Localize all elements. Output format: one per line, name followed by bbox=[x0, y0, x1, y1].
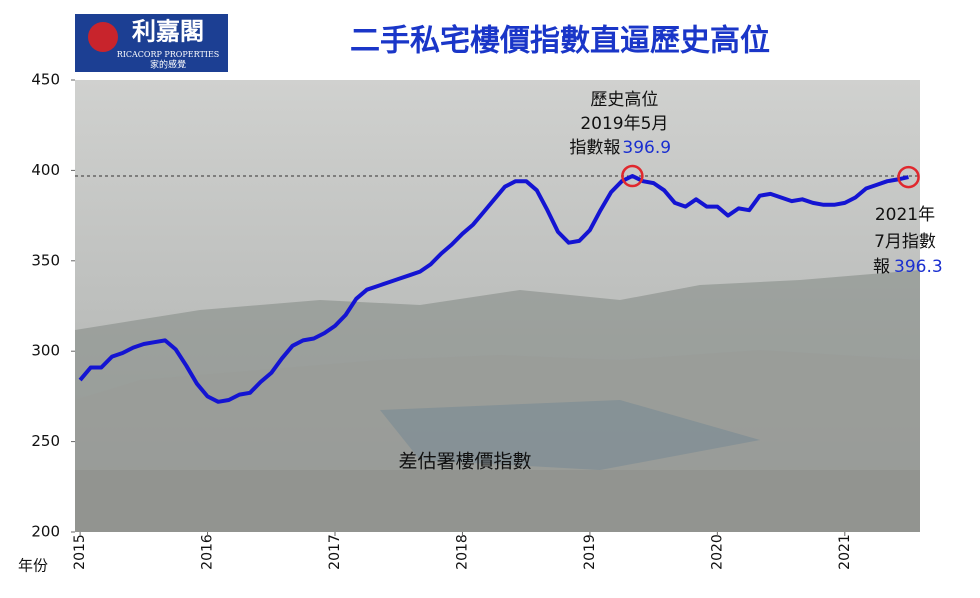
y-tick-label: 350 bbox=[31, 251, 60, 269]
annotation: 2021年 bbox=[875, 205, 935, 225]
annotation: 7月指數 bbox=[874, 232, 936, 252]
highlight-circle bbox=[621, 164, 644, 188]
y-tick-label: 200 bbox=[31, 523, 60, 541]
highlight-circle bbox=[897, 165, 920, 189]
annotation: 歷史高位 bbox=[590, 90, 658, 110]
annotation: 報 bbox=[873, 257, 890, 277]
annotation: 指數報 bbox=[569, 138, 620, 158]
y-tick-label: 300 bbox=[31, 342, 60, 360]
x-tick-label: 2020 bbox=[709, 534, 725, 570]
x-tick-label: 2021 bbox=[837, 534, 853, 570]
logo-english: RICACORP PROPERTIES bbox=[117, 50, 220, 59]
logo-icon bbox=[88, 22, 118, 52]
y-tick-label: 250 bbox=[31, 432, 60, 450]
foreground bbox=[75, 470, 920, 532]
x-tick-label: 2017 bbox=[327, 534, 343, 570]
y-tick-label: 450 bbox=[31, 71, 60, 89]
logo-slogan: 家的感覺 bbox=[150, 59, 186, 71]
series-label: 差估署樓價指數 bbox=[398, 451, 531, 473]
x-tick-label: 2019 bbox=[582, 534, 598, 570]
x-tick-label: 2015 bbox=[72, 534, 88, 570]
water bbox=[380, 400, 760, 470]
x-tick-label: 2016 bbox=[200, 534, 216, 570]
x-axis-label: 年份 bbox=[18, 557, 48, 575]
annotation-value: 396.9 bbox=[622, 138, 671, 158]
y-tick-label: 400 bbox=[31, 161, 60, 179]
chart-title: 二手私宅樓價指數直逼歷史高位 bbox=[350, 24, 770, 59]
annotation-value: 396.3 bbox=[894, 257, 943, 277]
logo-name: 利嘉閣 bbox=[132, 17, 204, 46]
series-line bbox=[78, 174, 909, 404]
x-tick-label: 2018 bbox=[454, 534, 470, 570]
annotation: 2019年5月 bbox=[580, 114, 668, 134]
